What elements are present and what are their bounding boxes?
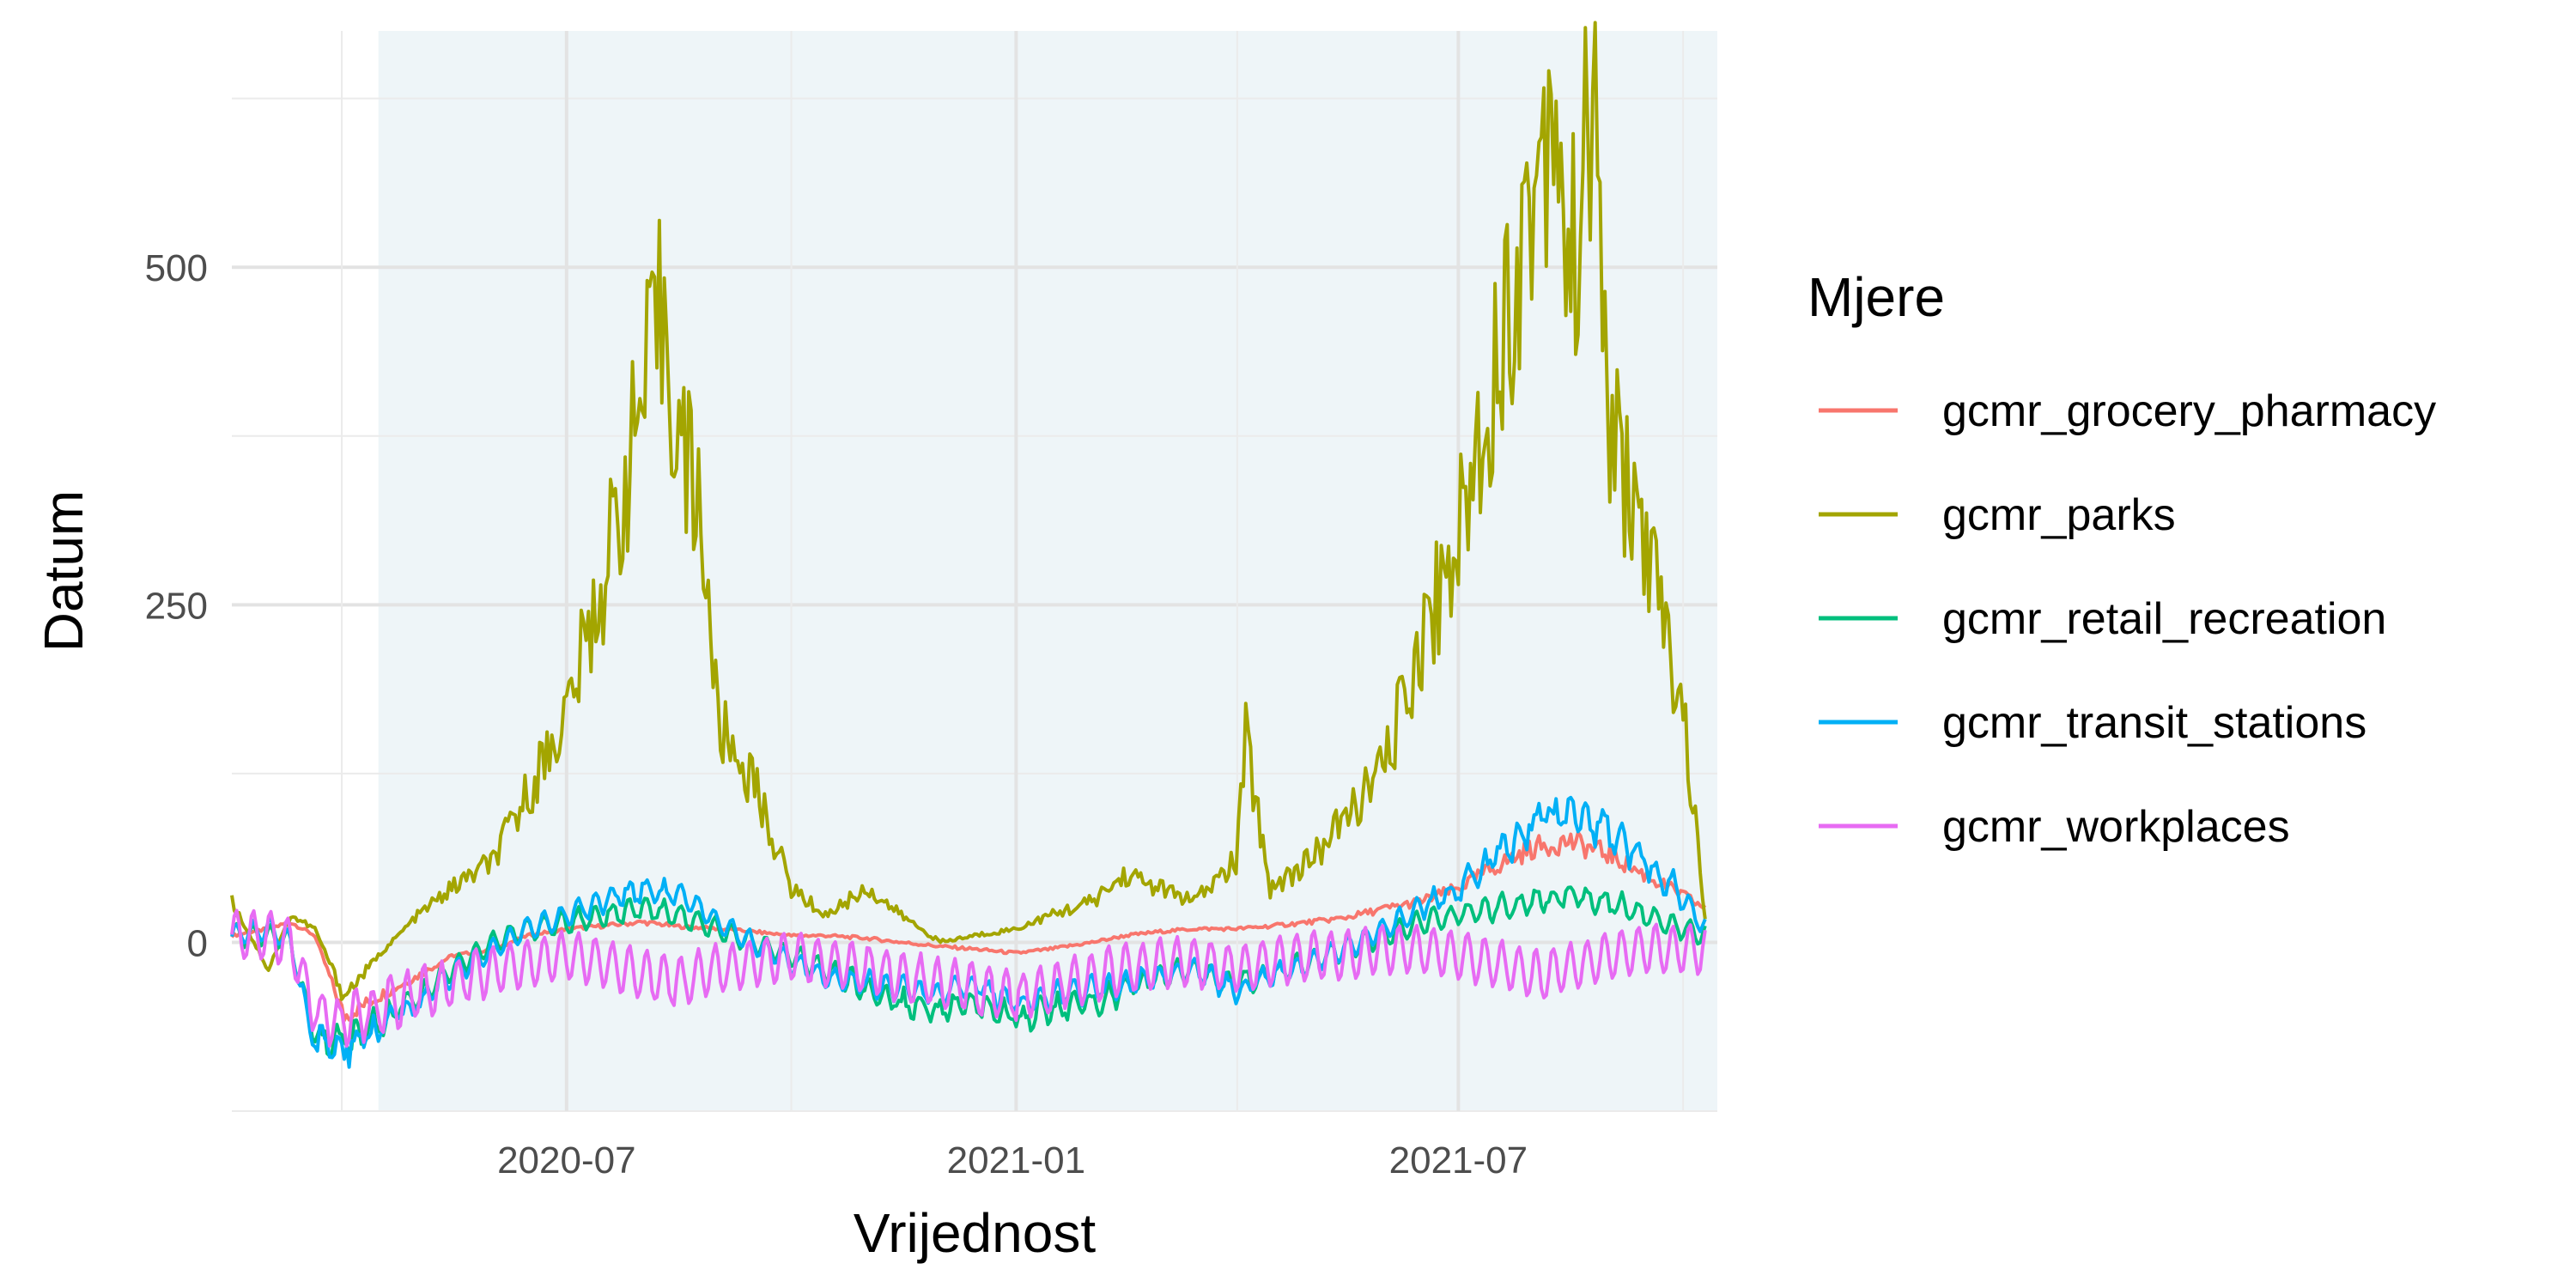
axes: 0 250 500 2020-07 2021-01 2021-07 [145,247,1528,1182]
series-line-gcmr-retail-recreation [230,885,1707,1058]
plot-background [378,31,1718,1111]
series-lines [230,21,1707,1069]
legend: Mjere gcmr_grocery_pharmacygcmr_parksgcm… [1807,266,2436,852]
legend-title: Mjere [1807,266,1945,328]
legend-label-gcmr-transit-stations: gcmr_transit_stations [1942,698,2366,748]
x-tick-label: 2021-01 [947,1139,1085,1182]
series-line-gcmr-parks [230,21,1707,1001]
legend-label-gcmr-grocery-pharmacy: gcmr_grocery_pharmacy [1942,386,2436,436]
series-line-gcmr-workplaces [230,908,1707,1048]
y-tick-label: 250 [145,585,208,627]
legend-label-gcmr-workplaces: gcmr_workplaces [1942,802,2290,852]
x-tick-label: 2020-07 [497,1139,635,1182]
x-tick-label: 2021-07 [1389,1139,1528,1182]
x-axis-title: Vrijednost [854,1202,1096,1264]
y-tick-label: 500 [145,247,208,289]
legend-items: gcmr_grocery_pharmacy gcmr_parks gcmr_reta… [1819,386,2436,852]
y-axis-title: Datum [33,490,94,653]
legend-label-gcmr-parks: gcmr_parks [1942,490,2176,540]
shaded-band [378,31,1718,1111]
legend-label-gcmr-retail-recreation: gcmr_retail_recreation [1942,594,2386,644]
y-tick-label: 0 [187,922,208,964]
